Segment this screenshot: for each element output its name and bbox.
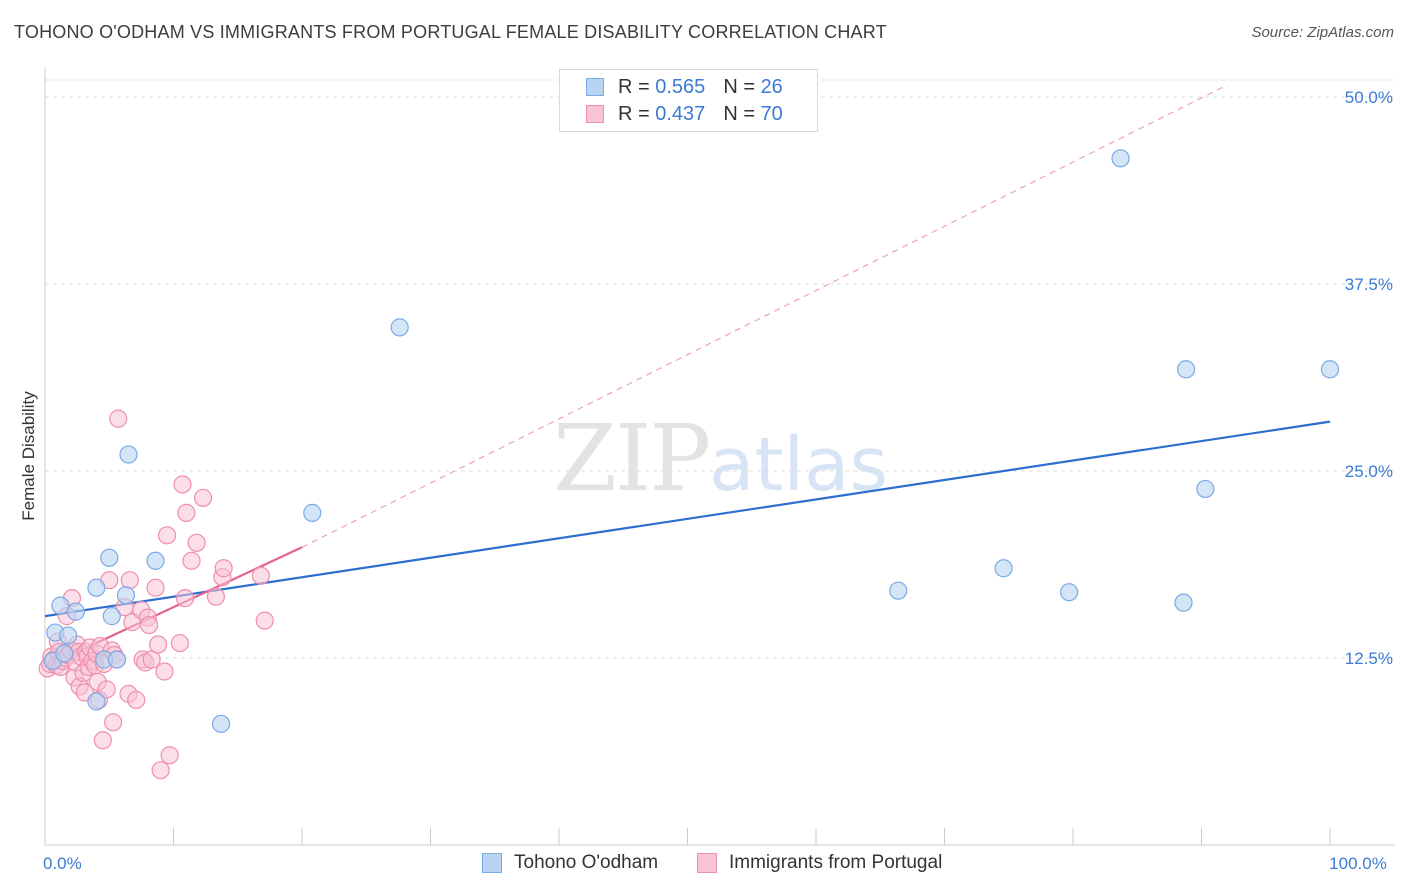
point-portugal xyxy=(214,559,233,578)
point-portugal xyxy=(175,589,195,608)
trend-lines xyxy=(44,84,1331,668)
point-tohono xyxy=(1196,479,1215,499)
point-portugal xyxy=(157,526,177,545)
series-legend-tohono: Tohono O'odham xyxy=(482,852,658,874)
point-portugal xyxy=(160,746,179,765)
series-legend-portugal: Immigrants from Portugal xyxy=(697,852,942,874)
point-tohono xyxy=(390,318,409,337)
series-legend-label: Tohono O'odham xyxy=(514,852,659,873)
series-legend-label: Immigrants from Portugal xyxy=(729,852,943,873)
point-portugal xyxy=(93,731,112,750)
point-tohono xyxy=(303,503,322,522)
y-tick-label: 50.0% xyxy=(1345,88,1393,107)
point-portugal xyxy=(127,690,146,709)
point-tohono xyxy=(87,692,106,711)
point-tohono xyxy=(1320,360,1340,379)
point-portugal xyxy=(173,475,192,494)
point-tohono xyxy=(51,596,70,615)
point-tohono xyxy=(87,578,106,597)
point-tohono xyxy=(107,650,127,669)
legend-n-value: 26 xyxy=(760,75,783,98)
point-tohono xyxy=(146,551,165,570)
axis-labels: 12.5% 25.0% 37.5% 50.0% 0.0% 100.0% Female Dis… xyxy=(19,88,1393,873)
point-tohono xyxy=(116,586,136,605)
y-axis-title: Female Disability xyxy=(19,391,38,521)
legend-row-portugal: R = 0.437 N = 70 xyxy=(586,103,783,125)
legend-n-label: N = xyxy=(723,75,755,98)
trend-line-tohono xyxy=(44,420,1331,618)
point-portugal xyxy=(120,571,139,590)
source-credit: Source: ZipAtlas.com xyxy=(1251,24,1394,41)
legend-swatch-tohono xyxy=(586,78,604,96)
point-portugal xyxy=(255,611,274,630)
point-tohono xyxy=(100,548,119,567)
axes xyxy=(44,67,1395,846)
point-portugal xyxy=(187,533,206,552)
point-tohono xyxy=(1174,593,1193,612)
point-portugal xyxy=(206,587,226,606)
series-legend: Tohono O'odham Immigrants from Portugal xyxy=(0,852,1406,878)
point-tohono xyxy=(211,714,231,733)
point-portugal xyxy=(97,680,116,699)
y-tick-label: 25.0% xyxy=(1345,462,1393,481)
series-swatch-portugal xyxy=(697,853,717,873)
point-portugal xyxy=(109,409,128,428)
point-tohono xyxy=(889,581,908,600)
legend-swatch-portugal xyxy=(586,105,604,123)
x-tick-label: 100.0% xyxy=(1329,854,1387,873)
legend-n-value: 70 xyxy=(760,102,783,125)
watermark: ZIPatlas xyxy=(553,405,888,512)
y-tick-label: 12.5% xyxy=(1345,649,1393,668)
legend-n-label: N = xyxy=(723,102,755,125)
point-tohono xyxy=(102,607,121,626)
data-points xyxy=(38,149,1340,780)
point-tohono xyxy=(66,602,85,621)
series-swatch-tohono xyxy=(482,853,502,873)
point-portugal xyxy=(177,503,196,522)
watermark-zip: ZIP xyxy=(553,405,711,512)
correlation-legend: R = 0.565 N = 26 R = 0.437 N = 70 xyxy=(559,69,818,132)
trend-line-portugal-extension xyxy=(301,84,1228,548)
chart-title: TOHONO O'ODHAM VS IMMIGRANTS FROM PORTUG… xyxy=(14,22,887,42)
point-tohono xyxy=(1060,583,1079,602)
y-tick-label: 37.5% xyxy=(1345,275,1393,294)
point-portugal xyxy=(170,633,190,653)
point-portugal xyxy=(251,566,270,585)
point-tohono xyxy=(119,445,138,464)
point-portugal xyxy=(155,662,174,681)
point-tohono xyxy=(994,559,1013,578)
point-tohono xyxy=(1111,149,1130,168)
legend-r-value: 0.437 xyxy=(655,102,706,125)
legend-row-tohono: R = 0.565 N = 26 xyxy=(586,76,783,98)
point-portugal xyxy=(139,615,159,635)
point-portugal xyxy=(193,488,213,508)
legend-r-value: 0.565 xyxy=(655,75,706,98)
point-tohono xyxy=(59,626,78,645)
point-portugal xyxy=(182,551,201,570)
legend-r-label: R = xyxy=(618,102,650,125)
x-tick-label: 0.0% xyxy=(43,854,82,873)
point-portugal xyxy=(104,713,123,732)
point-portugal xyxy=(146,578,165,597)
point-tohono xyxy=(1176,360,1196,379)
point-portugal xyxy=(142,650,161,669)
point-portugal xyxy=(151,761,170,780)
point-tohono xyxy=(55,644,74,663)
legend-r-label: R = xyxy=(618,75,650,98)
point-portugal xyxy=(148,635,168,654)
